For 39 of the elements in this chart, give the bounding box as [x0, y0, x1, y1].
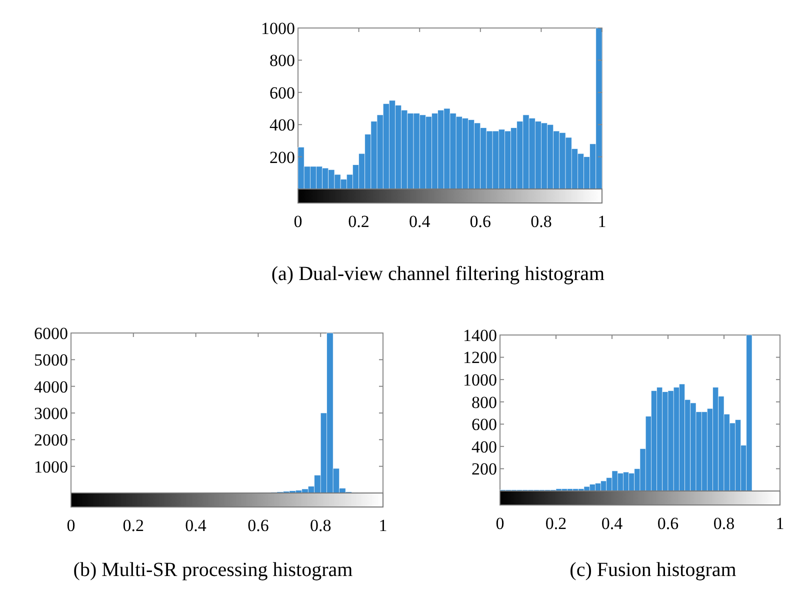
y-tick-label: 600 — [270, 83, 295, 102]
x-tick-label: 0.8 — [530, 212, 552, 231]
x-tick-label: 1 — [378, 516, 388, 535]
y-tick-label: 4000 — [34, 377, 68, 396]
y-tick-label: 400 — [270, 116, 295, 135]
text: (c) Fusion histogram — [570, 559, 737, 581]
x-tick-label: 0.8 — [713, 514, 735, 533]
x-tick-label: 0.4 — [408, 212, 431, 231]
y-tick-label: 800 — [270, 51, 295, 70]
y-tick-label: 400 — [472, 437, 497, 456]
x-tick-label: 0.8 — [310, 516, 332, 535]
x-tick-label: 0.6 — [248, 516, 269, 535]
x-tick-label: 1 — [776, 514, 784, 533]
y-tick-label: 1000 — [34, 457, 68, 476]
x-tick-label: 0.6 — [657, 514, 679, 533]
text: (b) Multi-SR processing histogram — [73, 559, 354, 581]
x-tick-label: 0.2 — [348, 212, 370, 231]
y-tick-label: 1200 — [463, 348, 497, 368]
y-tick-label: 1000 — [261, 18, 295, 38]
x-tick-label: 0.2 — [545, 514, 567, 533]
y-tick-label: 5000 — [34, 350, 68, 370]
x-tick-label: 0.2 — [122, 516, 144, 535]
text: (a) Dual-view channel filtering histogram — [271, 263, 606, 285]
y-tick-label: 600 — [472, 415, 497, 434]
y-tick-label: 3000 — [34, 404, 68, 423]
y-tick-label: 2000 — [34, 430, 68, 450]
x-tick-label: 1 — [598, 212, 606, 231]
y-tick-label: 800 — [472, 392, 497, 412]
x-tick-label: 0.6 — [470, 212, 492, 231]
y-tick-label: 200 — [472, 460, 497, 479]
x-tick-label: 0.4 — [185, 516, 207, 535]
y-tick-label: 6000 — [34, 324, 68, 343]
x-tick-label: 0 — [496, 514, 504, 533]
y-tick-label: 1400 — [463, 326, 497, 345]
x-tick-label: 0.4 — [601, 514, 624, 533]
y-tick-label: 1000 — [463, 370, 497, 390]
x-tick-label: 0 — [294, 212, 302, 231]
y-tick-label: 200 — [270, 148, 295, 167]
x-tick-label: 0 — [66, 516, 76, 535]
